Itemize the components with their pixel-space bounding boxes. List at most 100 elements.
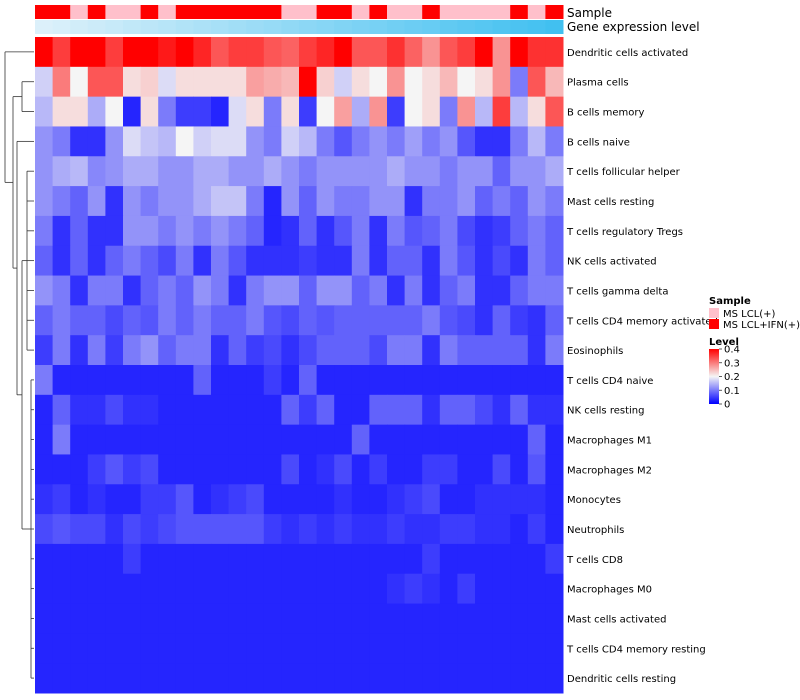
heatmap-cell	[228, 305, 247, 336]
heatmap-cell	[193, 394, 212, 426]
heatmap-cell	[35, 484, 54, 515]
heatmap-cell	[35, 573, 54, 605]
heatmap-cell	[140, 424, 159, 455]
sample-annotation-cell	[228, 5, 247, 19]
heatmap-cell	[422, 484, 441, 515]
heatmap-cell	[140, 186, 159, 217]
heatmap-cell	[158, 156, 177, 187]
heatmap-cell	[422, 305, 441, 336]
sample-annotation-cell	[369, 5, 388, 19]
heatmap-cell	[52, 66, 71, 98]
heatmap-cell	[246, 126, 265, 157]
heatmap-cell	[281, 275, 300, 306]
heatmap-cell	[299, 305, 318, 336]
heatmap-cell	[211, 275, 230, 306]
heatmap-cell	[316, 275, 335, 306]
heatmap-cell	[492, 454, 511, 485]
level-legend-tick-label: 0.4	[724, 345, 740, 356]
heatmap-cell	[246, 394, 265, 426]
heatmap-cell	[369, 484, 388, 515]
heatmap-cell	[510, 424, 529, 455]
heatmap-cell	[70, 573, 89, 605]
heatmap-cell	[158, 305, 177, 336]
sample-annotation-cell	[439, 5, 458, 19]
heatmap-cell	[175, 394, 194, 426]
heatmap-cell	[457, 484, 476, 515]
heatmap-cell	[123, 484, 142, 515]
heatmap-cell	[369, 186, 388, 217]
level-legend-tick-label: 0.3	[724, 358, 740, 369]
heatmap-cell	[545, 394, 564, 426]
heatmap-cell	[228, 126, 247, 157]
heatmap-cell	[175, 96, 194, 127]
heatmap-cell	[299, 66, 318, 98]
heatmap-cell	[140, 663, 159, 694]
heatmap-cell	[527, 275, 546, 306]
heatmap-cell	[316, 633, 335, 664]
heatmap-cell	[246, 37, 265, 68]
row-labels: Dendritic cells activated Plasma cells B c…	[566, 48, 718, 685]
heatmap-cell	[211, 484, 230, 515]
heatmap-cell	[123, 365, 142, 396]
heatmap-cell	[457, 126, 476, 157]
heatmap-cell	[387, 37, 406, 68]
heatmap-cell	[228, 394, 247, 426]
row-label: T cells CD4 naive	[566, 376, 653, 387]
heatmap-cell	[211, 603, 230, 634]
heatmap-cell	[545, 186, 564, 217]
heatmap-cell	[123, 126, 142, 157]
heatmap-cell	[263, 633, 282, 664]
heatmap-cell	[105, 275, 124, 306]
heatmap-cell	[457, 335, 476, 366]
gene-expression-annotation-cell	[334, 20, 353, 34]
gene-expression-annotation-label: Gene expression level	[567, 20, 700, 34]
heatmap-cell	[422, 186, 441, 217]
heatmap-cell	[105, 215, 124, 247]
heatmap-cell	[545, 454, 564, 485]
heatmap-cell	[299, 543, 318, 575]
heatmap-cell	[246, 543, 265, 575]
heatmap-cell	[545, 305, 564, 336]
heatmap-cell	[246, 573, 265, 605]
heatmap-cell	[404, 454, 423, 485]
heatmap-cell	[422, 126, 441, 157]
heatmap-cell	[299, 484, 318, 515]
heatmap-cell	[334, 394, 353, 426]
heatmap-cell	[158, 424, 177, 455]
heatmap-cell	[211, 245, 230, 277]
heatmap-cell	[211, 633, 230, 664]
heatmap-cell	[527, 186, 546, 217]
heatmap-cell	[123, 245, 142, 277]
heatmap-cell	[334, 156, 353, 187]
heatmap-cell	[545, 514, 564, 545]
heatmap-cell	[351, 663, 370, 694]
heatmap-cell	[52, 633, 71, 664]
heatmap-cell	[527, 633, 546, 664]
heatmap-cell	[422, 454, 441, 485]
sample-annotation-cell	[263, 5, 282, 19]
heatmap-cell	[369, 514, 388, 545]
heatmap-cell	[140, 514, 159, 545]
heatmap-cell	[422, 66, 441, 98]
heatmap-cell	[87, 603, 106, 634]
heatmap-cell	[475, 394, 494, 426]
heatmap-cell	[246, 454, 265, 485]
heatmap-cell	[123, 96, 142, 127]
heatmap-cell	[510, 394, 529, 426]
heatmap-cell	[439, 37, 458, 68]
heatmap-cell	[193, 663, 212, 694]
row-label: Mast cells activated	[567, 614, 666, 625]
heatmap-cell	[140, 37, 159, 68]
heatmap-cell	[175, 186, 194, 217]
heatmap-cell	[492, 335, 511, 366]
heatmap-cell	[422, 365, 441, 396]
heatmap-cell	[404, 275, 423, 306]
sample-annotation-cell	[387, 5, 406, 19]
heatmap-cell	[316, 365, 335, 396]
heatmap-cell	[369, 96, 388, 127]
heatmap-cell	[52, 365, 71, 396]
heatmap-cell	[35, 543, 54, 575]
heatmap-cell	[387, 514, 406, 545]
heatmap-cell	[140, 66, 159, 98]
gene-expression-annotation-cell	[316, 20, 335, 34]
